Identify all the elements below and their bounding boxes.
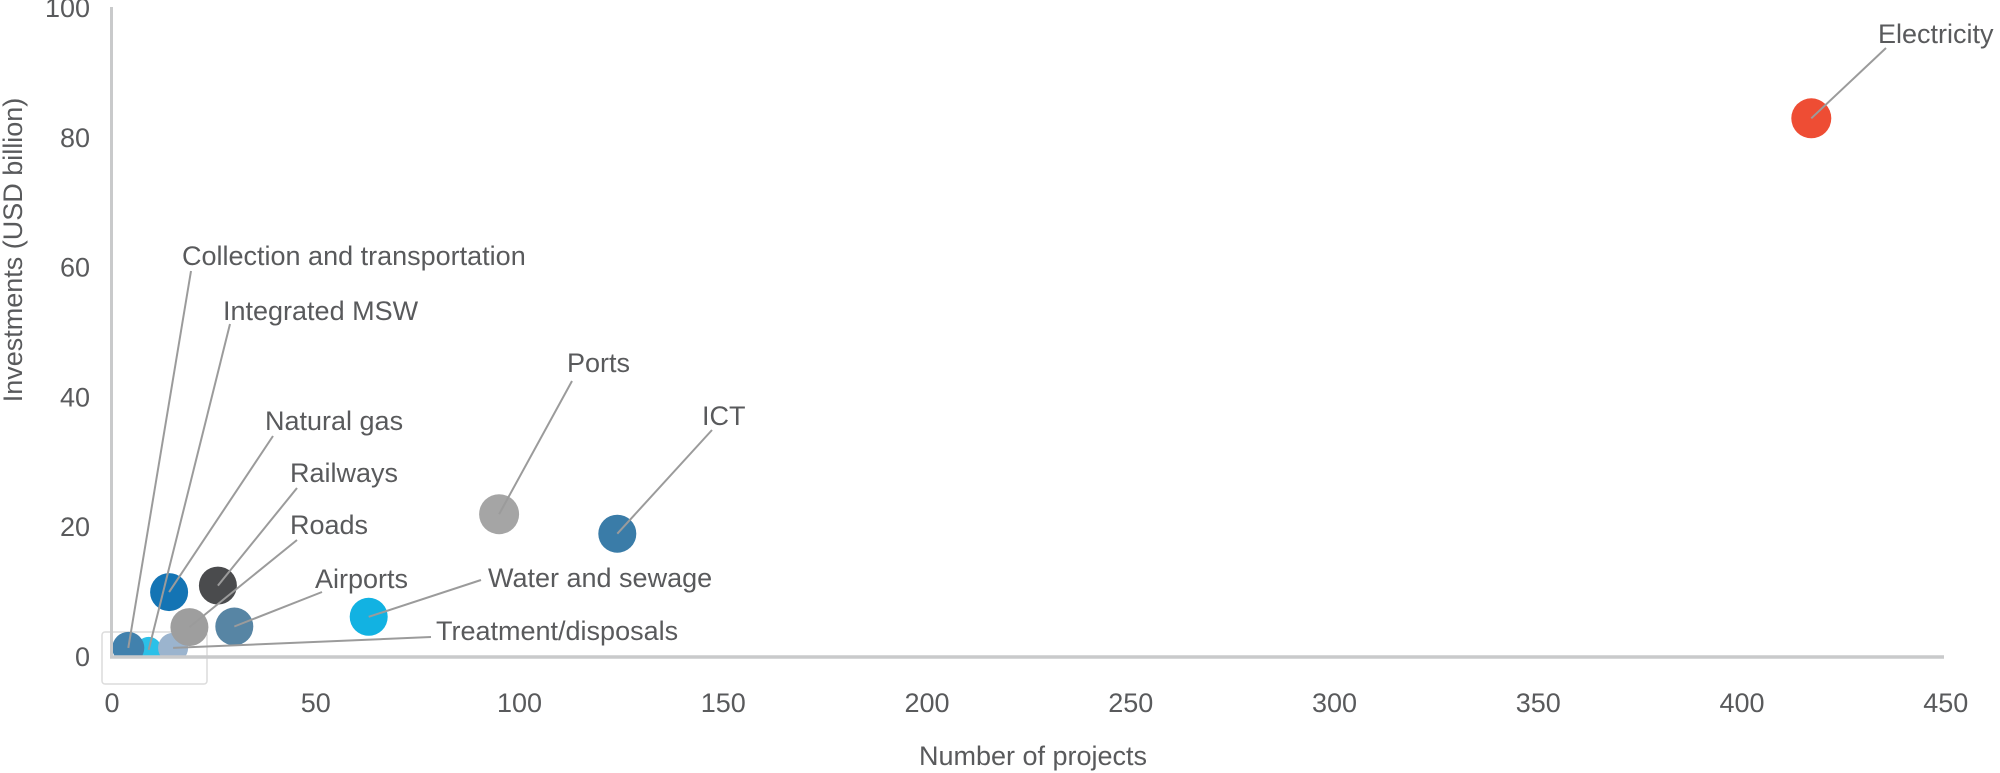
leader-line-railways bbox=[217, 487, 298, 587]
y-tick-0: 0 bbox=[75, 642, 90, 672]
label-ict: ICT bbox=[702, 401, 746, 431]
label-treatment-disposals: Treatment/disposals bbox=[436, 616, 678, 646]
y-tick-100: 100 bbox=[45, 0, 90, 23]
x-tick-150: 150 bbox=[701, 688, 746, 718]
x-tick-400: 400 bbox=[1719, 688, 1764, 718]
x-tick-50: 50 bbox=[301, 688, 331, 718]
label-roads: Roads bbox=[290, 510, 368, 540]
x-tick-350: 350 bbox=[1516, 688, 1561, 718]
leader-line-airports bbox=[233, 591, 323, 628]
label-railways: Railways bbox=[290, 458, 398, 488]
label-ports: Ports bbox=[567, 348, 630, 378]
leader-line-roads bbox=[188, 539, 298, 628]
bubble-ports bbox=[479, 494, 520, 535]
x-tick-100: 100 bbox=[497, 688, 542, 718]
x-tick-0: 0 bbox=[104, 688, 119, 718]
leader-line-treatment-disposals bbox=[173, 636, 432, 649]
leader-line-integrated-msw bbox=[147, 323, 231, 651]
label-collection-and-transportation: Collection and transportation bbox=[182, 241, 526, 271]
label-integrated-msw: Integrated MSW bbox=[223, 296, 419, 326]
leader-line-water-and-sewage bbox=[368, 579, 482, 618]
leader-line-natural-gas bbox=[168, 435, 274, 593]
x-tick-250: 250 bbox=[1108, 688, 1153, 718]
leader-line-ict bbox=[616, 429, 713, 535]
label-natural-gas: Natural gas bbox=[265, 406, 403, 436]
x-tick-300: 300 bbox=[1312, 688, 1357, 718]
label-electricity: Electricity bbox=[1878, 19, 1994, 49]
label-airports: Airports bbox=[315, 564, 408, 594]
y-tick-20: 20 bbox=[60, 512, 90, 542]
y-tick-40: 40 bbox=[60, 382, 90, 412]
x-axis-title: Number of projects bbox=[919, 741, 1147, 771]
leader-line-ports bbox=[498, 380, 573, 515]
y-tick-80: 80 bbox=[60, 123, 90, 153]
leader-line-electricity bbox=[1810, 47, 1887, 120]
y-tick-60: 60 bbox=[60, 253, 90, 283]
x-tick-200: 200 bbox=[904, 688, 949, 718]
leader-line-collection-and-transportation bbox=[127, 270, 192, 649]
y-axis-title: Investments (USD billion) bbox=[0, 98, 28, 403]
x-tick-450: 450 bbox=[1923, 688, 1968, 718]
label-water-and-sewage: Water and sewage bbox=[488, 563, 712, 593]
